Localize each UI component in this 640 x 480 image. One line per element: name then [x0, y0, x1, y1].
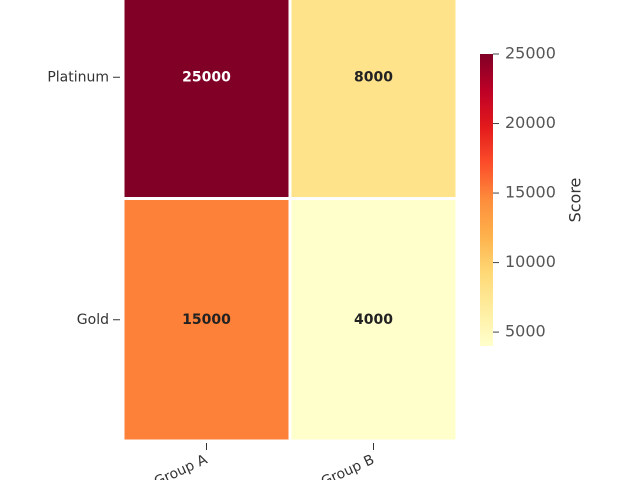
cell-label: 4000	[354, 312, 393, 328]
colorbar-tick-label: 25000	[505, 44, 556, 63]
heatmap-cell	[288, 0, 459, 200]
cell-label: 8000	[354, 69, 393, 85]
cell-label: 15000	[182, 312, 231, 328]
y-tick-label: Platinum	[47, 69, 109, 85]
colorbar-tick-label: 20000	[505, 113, 556, 132]
colorbar-tick-label: 5000	[505, 322, 546, 341]
cell-label: 25000	[182, 69, 231, 85]
heatmap-cell	[288, 197, 459, 443]
colorbar-tick-label: 15000	[505, 183, 556, 202]
y-tick-label: Gold	[77, 312, 109, 328]
heatmap-cell	[121, 0, 292, 200]
colorbar-tick-label: 10000	[505, 252, 556, 271]
colorbar	[480, 54, 493, 346]
colorbar-label: Score	[566, 178, 585, 223]
x-tick-label: Group A	[152, 452, 210, 480]
x-tick-label: Group B	[319, 452, 377, 480]
heatmap-cell	[121, 197, 292, 443]
